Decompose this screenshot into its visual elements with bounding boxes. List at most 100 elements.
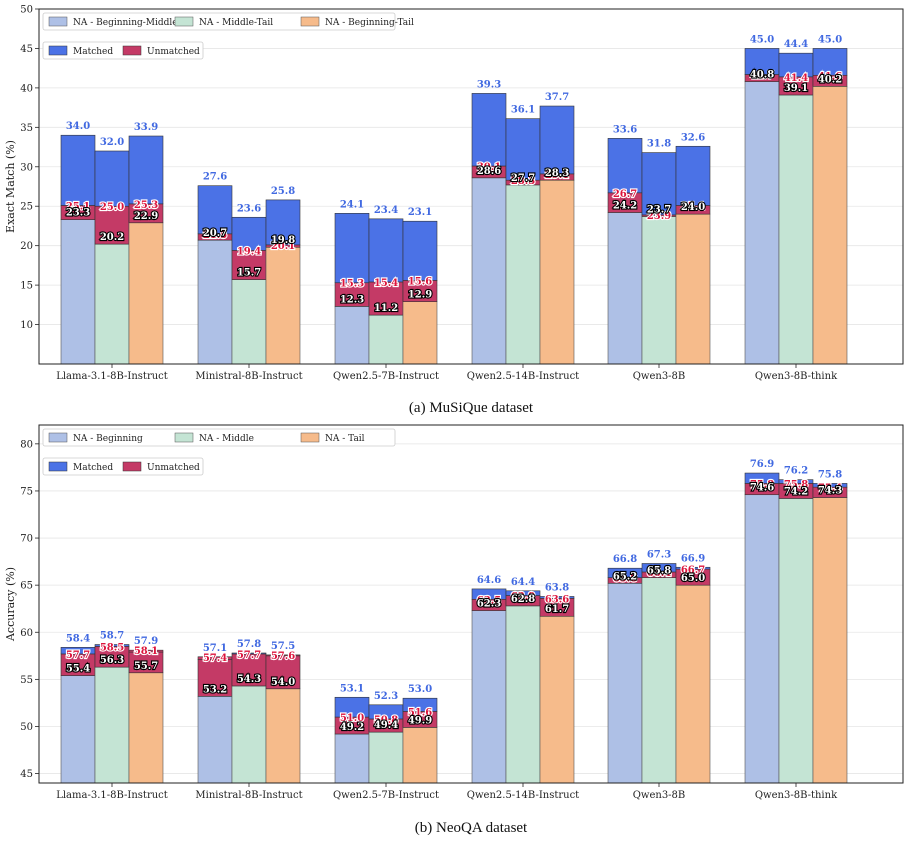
label-base: 39.1	[784, 83, 808, 94]
label-unmatched: 66.7	[681, 565, 705, 576]
label-unmatched: 51.0	[340, 713, 364, 724]
label-base: 56.3	[100, 655, 124, 666]
bar-matched	[231, 216, 267, 251]
label-base: 49.4	[374, 720, 398, 731]
bar-matched	[402, 697, 438, 712]
legend-swatch	[300, 432, 320, 443]
x-tick-label: Qwen2.5-14B-Instruct	[467, 790, 579, 801]
x-tick-label: Llama-3.1-8B-Instruct	[56, 790, 168, 801]
legend-swatch	[48, 432, 68, 443]
y-tick-label: 50	[20, 722, 33, 733]
bar-matched	[334, 213, 370, 284]
label-total: 63.8	[545, 582, 569, 593]
bar-base	[60, 219, 96, 365]
label-base: 28.6	[477, 166, 501, 177]
bar-matched	[128, 135, 164, 205]
legend-label: NA - Middle	[199, 434, 254, 444]
legend-swatch	[174, 432, 194, 443]
legend-label: NA - Middle-Tail	[199, 18, 273, 28]
bar-matched	[60, 134, 96, 206]
x-tick-label: Ministral-8B-Instruct	[195, 371, 302, 382]
label-total: 36.1	[511, 105, 535, 116]
y-tick-label: 80	[20, 439, 33, 450]
bar-base	[539, 179, 575, 365]
label-base: 12.9	[408, 290, 432, 301]
bar-base	[402, 301, 438, 365]
label-unmatched: 50.8	[374, 715, 398, 726]
bar-matched	[505, 590, 541, 596]
legend-label: Unmatched	[147, 47, 200, 57]
label-unmatched: 20.1	[271, 241, 295, 252]
label-base: 65.2	[613, 571, 637, 582]
bar-base	[231, 279, 267, 365]
label-base: 54.3	[237, 674, 261, 685]
bar-matched	[231, 652, 267, 655]
label-unmatched: 65.8	[613, 574, 637, 585]
bar-base	[368, 731, 404, 784]
y-tick-label: 20	[20, 241, 33, 252]
bar-base	[675, 213, 711, 365]
bar-matched	[265, 199, 301, 246]
label-unmatched: 25.3	[134, 200, 158, 211]
label-base: 40.2	[818, 74, 842, 85]
label-total: 39.3	[477, 79, 501, 90]
label-total: 75.8	[818, 469, 842, 480]
bar-base	[197, 239, 233, 365]
label-unmatched: 75.8	[750, 479, 774, 490]
label-total: 57.1	[203, 643, 227, 654]
x-tick-label: Qwen3-8B-think	[755, 790, 838, 801]
label-base: 55.7	[134, 661, 158, 672]
bar-matched	[505, 118, 541, 181]
bar-base	[94, 243, 130, 365]
label-unmatched: 41.7	[750, 70, 774, 81]
bar-base	[265, 246, 301, 365]
bar-matched	[94, 150, 130, 207]
bar-base	[197, 696, 233, 784]
label-total: 45.0	[818, 34, 842, 45]
x-tick-label: Qwen2.5-7B-Instruct	[333, 371, 439, 382]
legend-label: NA - Beginning	[73, 434, 143, 444]
label-total: 58.7	[100, 631, 124, 642]
bar-matched	[812, 48, 848, 76]
chart-caption: (a) MuSiQue dataset	[409, 400, 534, 416]
y-tick-label: 50	[20, 5, 33, 16]
y-axis-label: Accuracy (%)	[4, 567, 17, 642]
y-tick-label: 35	[20, 123, 33, 134]
bar-base	[128, 672, 164, 784]
label-total: 76.2	[784, 466, 808, 477]
bar-matched	[778, 479, 814, 484]
legend-swatch	[174, 16, 194, 27]
bar-matched	[744, 472, 780, 484]
x-tick-label: Qwen3-8B	[633, 371, 686, 382]
bar-matched	[539, 596, 575, 599]
label-unmatched: 63.6	[545, 594, 569, 605]
label-base: 55.4	[66, 664, 90, 675]
label-total: 23.4	[374, 205, 398, 216]
label-total: 57.5	[271, 641, 295, 652]
x-tick-label: Qwen3-8B-think	[755, 371, 838, 382]
label-base: 19.8	[271, 235, 295, 246]
bar-matched	[641, 152, 677, 216]
label-base: 22.9	[134, 211, 158, 222]
label-total: 27.6	[203, 172, 227, 183]
bar-base	[607, 582, 643, 784]
bar-matched	[675, 566, 711, 570]
legend-swatch	[122, 45, 142, 56]
plot-frame	[38, 8, 904, 365]
label-unmatched: 26.7	[613, 189, 637, 200]
y-tick-label: 75	[20, 486, 33, 497]
bar-base	[505, 605, 541, 784]
y-tick-label: 65	[20, 581, 33, 592]
legend-label: NA - Tail	[325, 434, 365, 444]
label-unmatched: 15.6	[408, 276, 432, 287]
label-base: 24.0	[681, 202, 705, 213]
label-total: 32.6	[681, 132, 705, 143]
y-axis-label: Exact Match (%)	[4, 140, 17, 233]
label-total: 32.0	[100, 137, 124, 148]
label-total: 53.0	[408, 684, 432, 695]
label-unmatched: 63.9	[511, 592, 535, 603]
bar-matched	[675, 145, 711, 206]
label-base: 27.7	[511, 173, 535, 184]
label-unmatched: 15.4	[374, 278, 398, 289]
bar-matched	[812, 483, 848, 488]
